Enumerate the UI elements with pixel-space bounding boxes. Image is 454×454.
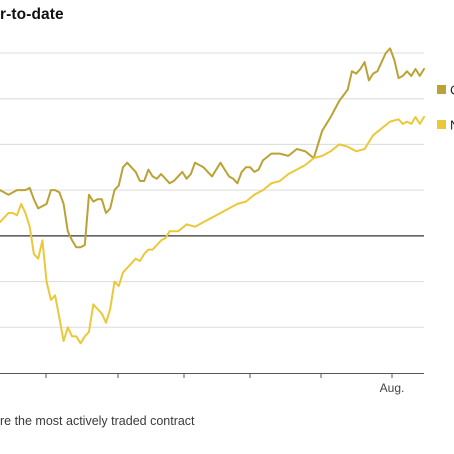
x-tick-label: Aug. bbox=[380, 381, 405, 395]
gridlines bbox=[0, 52, 424, 328]
series-lines bbox=[0, 47, 425, 345]
chart-footnote: re the most actively traded contract bbox=[0, 414, 195, 428]
legend-swatch bbox=[437, 120, 446, 129]
legend-label: N bbox=[450, 118, 454, 133]
legend-label: C bbox=[450, 83, 454, 98]
legend: CN bbox=[437, 83, 454, 133]
series-line-n bbox=[0, 116, 425, 345]
x-axis: Aug. bbox=[0, 373, 424, 395]
legend-swatch bbox=[437, 85, 446, 94]
series-line-c bbox=[0, 47, 425, 249]
chart-title: r-to-date bbox=[0, 6, 64, 23]
